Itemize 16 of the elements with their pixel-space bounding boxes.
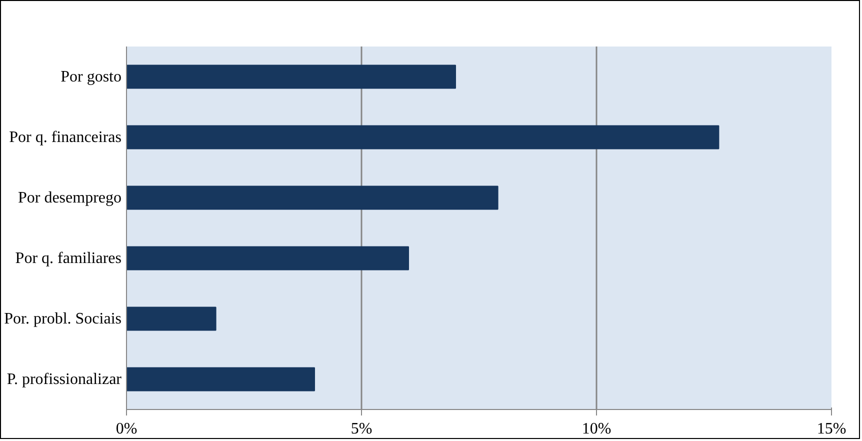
bar [126,306,216,331]
x-tick-label: 15% [816,420,846,438]
y-tick-label: Por gosto [60,68,122,86]
y-tick-label: Por. probl. Sociais [4,310,122,328]
x-tick-label: 10% [582,420,612,438]
y-tick-label: Por desemprego [18,189,122,206]
bar [126,246,409,270]
y-tick-label: Por q. financeiras [9,128,122,146]
bar [126,367,315,392]
y-tick-label: P. profissionalizar [6,370,122,388]
y-tick-label: Por q. familiares [15,250,122,267]
bar [126,125,720,150]
x-tick-label: 5% [350,420,372,438]
x-tick-label: 0% [116,420,138,438]
bar [126,64,456,89]
bar [126,186,498,210]
